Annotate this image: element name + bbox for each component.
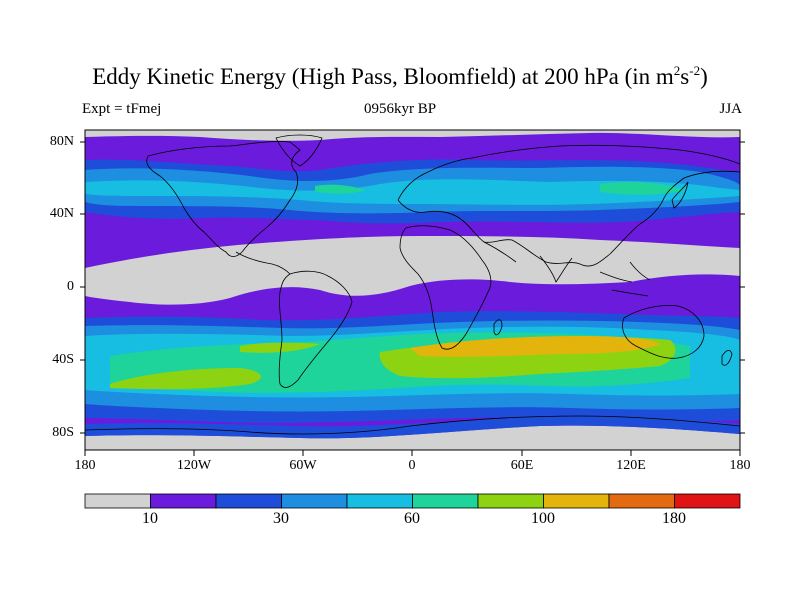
colorbar-box xyxy=(215,493,282,509)
lon-label-180e: 180 xyxy=(729,458,751,473)
lat-ticks xyxy=(80,141,745,434)
colorbar-box xyxy=(150,493,217,509)
colorbar-label-180: 180 xyxy=(662,510,686,527)
colorbar-box xyxy=(412,493,479,509)
lon-label-60e: 60E xyxy=(510,458,534,473)
lat-label-40s: 40S xyxy=(52,352,74,367)
colorbar-box xyxy=(543,493,610,509)
colorbar-label-30: 30 xyxy=(273,510,289,527)
lat-label-80s: 80S xyxy=(52,425,74,440)
eke-contour-field xyxy=(85,130,740,450)
colorbar-box xyxy=(346,493,413,509)
lat-label-80n: 80N xyxy=(49,134,74,149)
colorbar xyxy=(84,493,741,509)
experiment-label: Expt = tFmej xyxy=(82,101,162,117)
colorbar-box xyxy=(281,493,348,509)
colorbar-label-60: 60 xyxy=(404,510,420,527)
season-label: JJA xyxy=(719,101,742,117)
plot-subtitle: 0956kyr BP xyxy=(363,101,437,117)
lon-label-120e: 120E xyxy=(616,458,646,473)
colorbar-box xyxy=(477,493,544,509)
colorbar-box xyxy=(84,493,151,509)
colorbar-box xyxy=(674,493,741,509)
colorbar-label-100: 100 xyxy=(531,510,555,527)
colorbar-label-10: 10 xyxy=(142,510,158,527)
plot-title: Eddy Kinetic Energy (High Pass, Bloomfie… xyxy=(92,63,708,89)
coastlines xyxy=(85,134,740,435)
lat-label-eq: 0 xyxy=(67,279,74,294)
lon-label-0: 0 xyxy=(408,458,416,473)
lon-label-120w: 120W xyxy=(176,458,212,473)
lon-label-180w: 180 xyxy=(74,458,96,473)
lon-label-60w: 60W xyxy=(289,458,317,473)
lon-ticks xyxy=(84,450,741,456)
colorbar-box xyxy=(608,493,675,509)
lat-label-40n: 40N xyxy=(49,206,74,221)
